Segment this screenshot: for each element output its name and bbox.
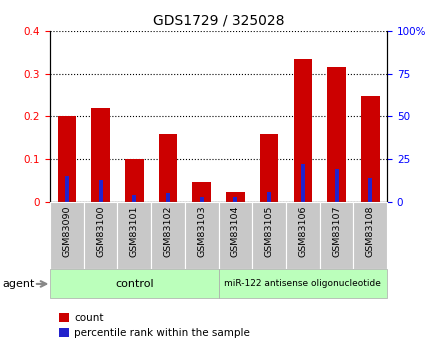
Bar	[158, 134, 177, 202]
Text: agent: agent	[2, 279, 34, 289]
Bar	[300, 164, 304, 202]
Bar	[353, 202, 386, 269]
Bar	[91, 108, 110, 202]
Text: GSM83106: GSM83106	[298, 205, 307, 257]
Bar	[226, 193, 244, 202]
Bar	[259, 134, 278, 202]
Legend: count, percentile rank within the sample: count, percentile rank within the sample	[55, 309, 253, 342]
Text: GSM83104: GSM83104	[230, 205, 240, 257]
Bar	[192, 182, 210, 202]
Bar	[117, 202, 151, 269]
Text: control: control	[115, 279, 153, 289]
Bar	[252, 202, 286, 269]
Text: GSM83100: GSM83100	[96, 205, 105, 257]
Bar	[57, 117, 76, 202]
Bar	[166, 193, 170, 202]
Bar	[233, 197, 237, 202]
Text: GSM83101: GSM83101	[129, 205, 138, 257]
Text: GSM83107: GSM83107	[331, 205, 340, 257]
Bar	[84, 202, 117, 269]
Bar	[326, 67, 345, 202]
Bar	[151, 202, 184, 269]
Bar	[50, 269, 218, 298]
Bar	[50, 202, 83, 269]
Text: GSM83108: GSM83108	[365, 205, 374, 257]
Bar	[99, 180, 102, 202]
Bar	[218, 202, 252, 269]
Bar	[286, 202, 319, 269]
Bar	[125, 159, 143, 202]
Bar	[334, 169, 338, 202]
Bar	[65, 176, 69, 202]
Bar	[319, 202, 353, 269]
Text: GSM83090: GSM83090	[62, 205, 71, 257]
Bar	[218, 269, 386, 298]
Text: miR-122 antisense oligonucleotide: miR-122 antisense oligonucleotide	[224, 279, 381, 288]
Text: GSM83103: GSM83103	[197, 205, 206, 257]
Title: GDS1729 / 325028: GDS1729 / 325028	[152, 13, 284, 27]
Bar	[199, 197, 203, 202]
Bar	[132, 195, 136, 202]
Bar	[368, 178, 372, 202]
Bar	[266, 191, 270, 202]
Bar	[293, 59, 312, 202]
Bar	[360, 96, 379, 202]
Bar	[184, 202, 218, 269]
Text: GSM83105: GSM83105	[264, 205, 273, 257]
Text: GSM83102: GSM83102	[163, 205, 172, 257]
